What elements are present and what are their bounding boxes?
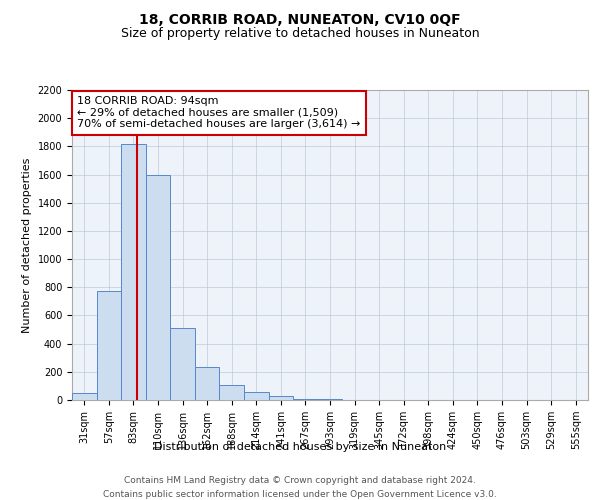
Bar <box>97 291 121 400</box>
Bar <box>244 392 269 400</box>
Bar <box>170 328 195 400</box>
Text: 18 CORRIB ROAD: 94sqm
← 29% of detached houses are smaller (1,509)
70% of semi-d: 18 CORRIB ROAD: 94sqm ← 29% of detached … <box>77 96 361 130</box>
Text: 18, CORRIB ROAD, NUNEATON, CV10 0QF: 18, CORRIB ROAD, NUNEATON, CV10 0QF <box>139 12 461 26</box>
Bar <box>146 174 170 400</box>
Text: Distribution of detached houses by size in Nuneaton: Distribution of detached houses by size … <box>154 442 446 452</box>
Bar <box>195 367 220 400</box>
Bar <box>269 396 293 400</box>
Text: Contains HM Land Registry data © Crown copyright and database right 2024.: Contains HM Land Registry data © Crown c… <box>124 476 476 485</box>
Bar <box>121 144 146 400</box>
Bar <box>72 393 97 400</box>
Text: Contains public sector information licensed under the Open Government Licence v3: Contains public sector information licen… <box>103 490 497 499</box>
Bar <box>220 384 244 400</box>
Bar <box>293 398 318 400</box>
Y-axis label: Number of detached properties: Number of detached properties <box>22 158 32 332</box>
Text: Size of property relative to detached houses in Nuneaton: Size of property relative to detached ho… <box>121 28 479 40</box>
